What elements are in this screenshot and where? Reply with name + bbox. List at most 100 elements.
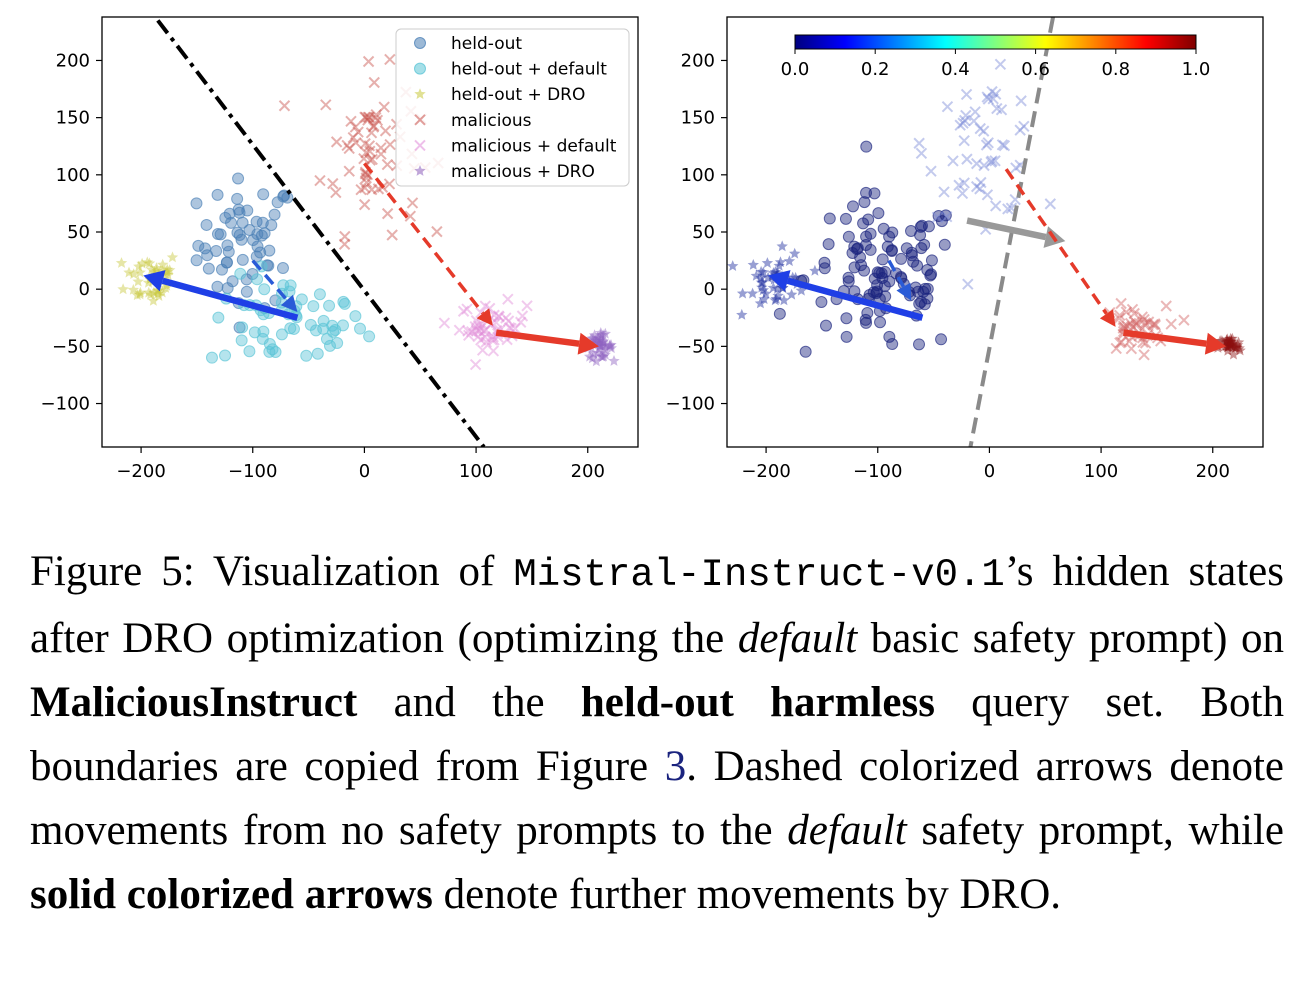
data-point [300, 349, 313, 362]
data-point [1232, 339, 1244, 350]
data-point [131, 289, 143, 301]
data-point [789, 247, 801, 259]
solid-arrow [1122, 329, 1227, 355]
data-point [362, 111, 375, 123]
y-tick-label: 150 [56, 108, 90, 129]
data-point [343, 142, 355, 155]
data-point [778, 294, 790, 306]
y-tick-label: 150 [681, 108, 715, 129]
data-point [986, 85, 998, 98]
data-point [219, 349, 232, 362]
data-point [476, 344, 489, 356]
y-tick-label: 100 [681, 165, 715, 186]
data-point [982, 137, 994, 149]
data-point [785, 288, 798, 300]
x-tick-label: −200 [116, 461, 165, 482]
data-point [599, 327, 611, 339]
data-point [472, 330, 484, 343]
data-point [1221, 341, 1234, 353]
caption-text: . Dashed colorized arrows denote movemen… [30, 743, 1284, 854]
data-point [516, 310, 529, 322]
caption-text: denote further movements by DRO. [432, 871, 1062, 918]
legend-marker [414, 165, 426, 176]
arrow-head [476, 308, 493, 326]
data-point [152, 287, 164, 299]
legend-marker [414, 37, 426, 49]
data-point [231, 192, 244, 205]
legend-item: held-out + default [414, 60, 607, 80]
data-point [314, 174, 326, 187]
data-point [323, 339, 336, 352]
data-point [212, 311, 225, 324]
data-point [900, 242, 913, 255]
data-point [287, 322, 300, 335]
data-point [819, 319, 832, 332]
data-point [211, 188, 224, 201]
data-point [327, 177, 339, 190]
data-point [958, 134, 970, 147]
data-point [164, 264, 176, 276]
data-point [747, 259, 759, 270]
arrow-shaft [161, 277, 299, 321]
data-point [1224, 332, 1237, 344]
data-point [938, 186, 950, 198]
data-point [957, 117, 969, 129]
data-point [597, 337, 609, 349]
data-point [150, 262, 163, 273]
data-point [383, 178, 396, 190]
colorbar-tick-label: 0.6 [1021, 59, 1050, 80]
x-tick-label: 200 [571, 461, 605, 482]
data-point [868, 187, 881, 200]
data-point [234, 267, 247, 280]
data-point [331, 337, 344, 350]
caption-text: basic safety prompt) on [857, 615, 1284, 662]
data-point [153, 290, 165, 301]
data-point [858, 196, 871, 209]
data-point [359, 137, 371, 150]
data-point [1226, 332, 1238, 344]
data-point [465, 326, 478, 338]
data-point [758, 293, 770, 305]
data-point [913, 137, 925, 149]
data-point [469, 358, 482, 371]
data-point [363, 111, 375, 124]
data-point [1220, 340, 1232, 352]
data-point [757, 284, 769, 296]
data-point [220, 256, 233, 269]
data-point [770, 293, 782, 304]
data-point [795, 284, 808, 296]
data-point [143, 257, 156, 269]
data-point [736, 287, 749, 299]
data-point [199, 242, 212, 255]
data-point [954, 119, 966, 131]
data-point [147, 294, 160, 306]
data-point [236, 321, 249, 334]
data-point [604, 340, 616, 352]
data-point [502, 315, 515, 327]
data-point [1139, 319, 1151, 331]
data-point [772, 289, 784, 301]
figure-reference-link[interactable]: 3 [664, 743, 687, 790]
data-point [886, 226, 899, 239]
data-point [469, 321, 481, 333]
data-point [594, 339, 606, 351]
data-point [254, 246, 267, 259]
data-point [587, 347, 599, 359]
data-point [584, 350, 596, 362]
data-point [1216, 335, 1228, 346]
data-point [773, 259, 785, 271]
data-point [278, 189, 291, 202]
legend-label: held-out [451, 34, 522, 54]
data-point [211, 280, 224, 293]
data-point [1147, 318, 1159, 331]
data-point [472, 319, 485, 332]
data-point [876, 253, 889, 266]
data-point [268, 208, 281, 221]
data-point [989, 88, 1002, 100]
data-point [381, 158, 394, 171]
data-point [1114, 309, 1126, 322]
data-point [488, 334, 500, 346]
data-point [746, 287, 759, 299]
data-point [872, 207, 885, 220]
data-point [590, 355, 602, 367]
